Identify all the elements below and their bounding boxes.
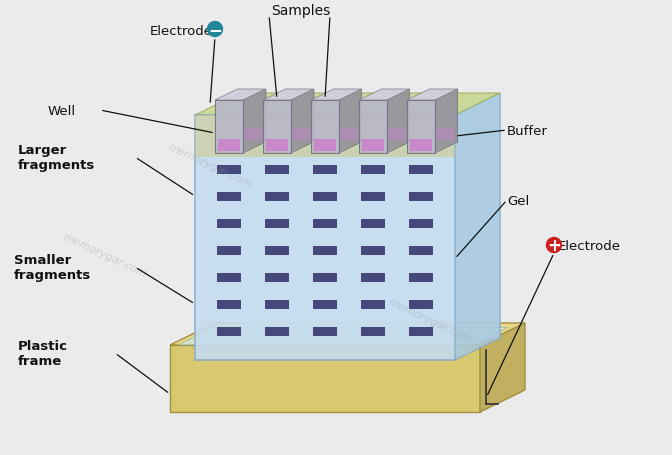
Polygon shape — [407, 90, 458, 101]
Text: memorygar.com: memorygar.com — [61, 232, 149, 279]
Polygon shape — [361, 300, 385, 309]
Polygon shape — [313, 273, 337, 282]
Circle shape — [208, 22, 222, 37]
Text: Electrode: Electrode — [150, 25, 213, 37]
Polygon shape — [215, 90, 265, 101]
Polygon shape — [361, 219, 385, 228]
Polygon shape — [409, 219, 433, 228]
Polygon shape — [263, 101, 291, 154]
Polygon shape — [178, 328, 508, 345]
Polygon shape — [361, 273, 385, 282]
Polygon shape — [237, 90, 265, 143]
Polygon shape — [361, 327, 385, 336]
Polygon shape — [384, 129, 407, 141]
Text: Gel: Gel — [507, 194, 530, 207]
Polygon shape — [313, 219, 337, 228]
Polygon shape — [361, 165, 385, 174]
Polygon shape — [409, 327, 433, 336]
Polygon shape — [217, 192, 241, 201]
Polygon shape — [313, 327, 337, 336]
Polygon shape — [195, 94, 500, 116]
Polygon shape — [217, 219, 241, 228]
Polygon shape — [362, 140, 384, 152]
Polygon shape — [311, 101, 339, 154]
Polygon shape — [313, 300, 337, 309]
Polygon shape — [409, 192, 433, 201]
Polygon shape — [314, 140, 336, 152]
Polygon shape — [409, 165, 433, 174]
Polygon shape — [215, 101, 243, 154]
Circle shape — [546, 238, 562, 253]
Text: Larger
fragments: Larger fragments — [18, 144, 95, 172]
Polygon shape — [409, 300, 433, 309]
Polygon shape — [217, 300, 241, 309]
Polygon shape — [265, 219, 289, 228]
Polygon shape — [265, 165, 289, 174]
Polygon shape — [409, 246, 433, 255]
Polygon shape — [313, 192, 337, 201]
Polygon shape — [382, 90, 409, 143]
Text: +: + — [547, 237, 561, 254]
Text: Samples: Samples — [271, 4, 331, 18]
Polygon shape — [218, 140, 240, 152]
Text: Well: Well — [48, 104, 76, 117]
Polygon shape — [337, 129, 358, 141]
Polygon shape — [455, 94, 500, 360]
Polygon shape — [265, 246, 289, 255]
Text: Electrode: Electrode — [558, 239, 621, 252]
Polygon shape — [170, 324, 525, 345]
Polygon shape — [291, 90, 314, 154]
Polygon shape — [217, 327, 241, 336]
Polygon shape — [243, 90, 265, 154]
Polygon shape — [361, 246, 385, 255]
Polygon shape — [266, 140, 288, 152]
Polygon shape — [311, 90, 362, 101]
Text: Buffer: Buffer — [507, 124, 548, 137]
Text: memorygar.com: memorygar.com — [167, 142, 253, 189]
Polygon shape — [265, 327, 289, 336]
Polygon shape — [410, 140, 432, 152]
Polygon shape — [339, 90, 362, 154]
Polygon shape — [286, 90, 314, 143]
Polygon shape — [435, 90, 458, 154]
Text: Smaller
fragments: Smaller fragments — [14, 253, 91, 281]
Polygon shape — [409, 273, 433, 282]
Polygon shape — [241, 129, 263, 141]
Polygon shape — [333, 90, 362, 143]
Polygon shape — [359, 101, 387, 154]
Polygon shape — [288, 129, 310, 141]
Text: memorygar.com: memorygar.com — [386, 297, 474, 344]
Text: −: − — [208, 21, 222, 39]
Polygon shape — [195, 116, 455, 157]
Polygon shape — [265, 300, 289, 309]
Polygon shape — [217, 246, 241, 255]
Polygon shape — [170, 345, 480, 412]
Polygon shape — [217, 165, 241, 174]
Polygon shape — [359, 90, 409, 101]
Polygon shape — [361, 192, 385, 201]
Polygon shape — [265, 273, 289, 282]
Polygon shape — [387, 90, 409, 154]
Polygon shape — [407, 101, 435, 154]
Polygon shape — [433, 129, 454, 141]
Polygon shape — [263, 90, 314, 101]
Polygon shape — [240, 94, 500, 338]
Polygon shape — [195, 116, 455, 360]
Polygon shape — [313, 246, 337, 255]
Text: Plastic
frame: Plastic frame — [18, 339, 68, 367]
Polygon shape — [217, 273, 241, 282]
Polygon shape — [265, 192, 289, 201]
Polygon shape — [429, 90, 458, 143]
Polygon shape — [480, 324, 525, 412]
Polygon shape — [313, 165, 337, 174]
